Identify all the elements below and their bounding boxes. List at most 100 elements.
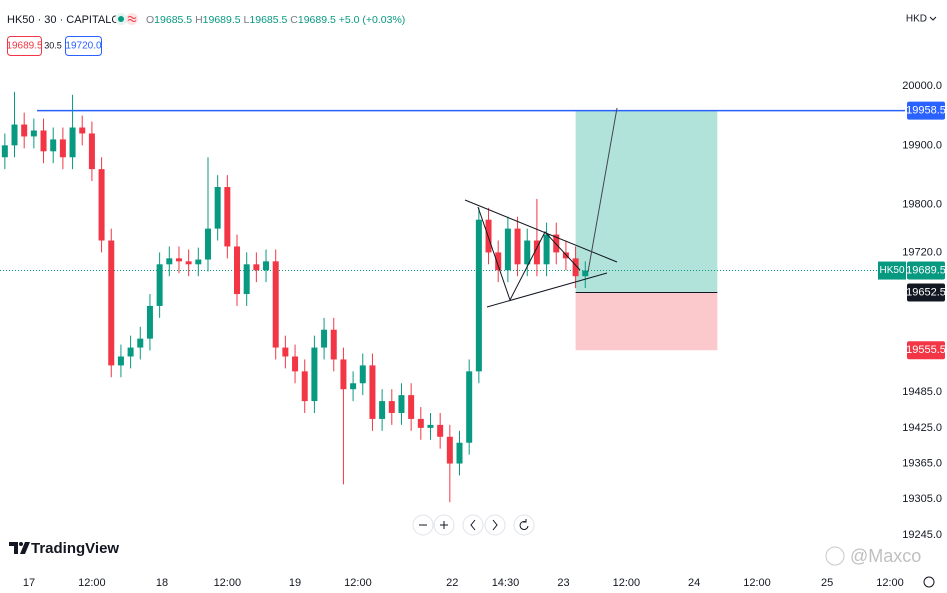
ohlc-value: 19685.5 xyxy=(154,14,192,26)
ohlc-key: L xyxy=(244,14,250,26)
candle-body xyxy=(485,219,492,253)
candle-body xyxy=(117,356,124,366)
x-tick-label: 12:00 xyxy=(214,577,242,589)
candle-body xyxy=(495,252,502,271)
arrow-line xyxy=(587,107,618,273)
candle-body xyxy=(437,424,444,437)
candle-body xyxy=(524,240,531,265)
header: HK50 · 30 · CAPITALCOM O19685.5 H19689.5… xyxy=(6,13,937,56)
candle-body xyxy=(408,395,415,419)
candle-body xyxy=(146,305,153,339)
scroll-right[interactable] xyxy=(484,514,506,536)
candle-body xyxy=(234,246,241,295)
reset[interactable] xyxy=(513,514,535,536)
reset-icon xyxy=(519,519,529,530)
candle-body xyxy=(369,365,376,419)
symbol-tag-box xyxy=(878,261,906,280)
candle-body xyxy=(311,347,318,402)
price-label: 19555.5 xyxy=(906,344,946,356)
x-tick-label: 14:30 xyxy=(492,577,520,589)
x-tick-label: 18 xyxy=(156,577,168,589)
x-tick-label: 17 xyxy=(23,577,35,589)
candle-body xyxy=(301,371,308,402)
y-tick-label: 19365.0 xyxy=(902,457,942,469)
trend-line xyxy=(486,272,608,308)
candle-body xyxy=(127,347,134,357)
ohlc-value: 19689.5 xyxy=(298,14,336,26)
watermark-icon xyxy=(825,546,845,566)
candle-body xyxy=(292,356,299,372)
scroll-left[interactable] xyxy=(462,514,484,536)
candle-body xyxy=(514,228,521,265)
symbol-tag: HK50 xyxy=(879,265,904,276)
x-tick-label: 22 xyxy=(446,577,458,589)
candle-body xyxy=(156,264,163,306)
candle-body xyxy=(582,270,589,277)
candle-body xyxy=(185,261,192,265)
triangle-drawing xyxy=(464,107,618,308)
sell-button[interactable] xyxy=(7,36,42,56)
candle-body xyxy=(11,124,18,146)
zigzag xyxy=(477,206,581,302)
candle-body xyxy=(1,145,8,158)
candle-body xyxy=(379,401,386,419)
candle-body xyxy=(543,234,550,265)
x-tick-label: 12:00 xyxy=(876,577,904,589)
zoom-in-icon xyxy=(440,521,448,529)
stop-zone xyxy=(575,292,718,351)
candle-body xyxy=(359,365,366,384)
price-label-box xyxy=(907,283,945,302)
x-tick-label: 24 xyxy=(688,577,700,589)
y-tick-label: 20000.0 xyxy=(902,80,942,92)
candle-body xyxy=(475,219,482,372)
y-tick-label: 19900.0 xyxy=(902,139,942,151)
candle-body xyxy=(466,371,473,443)
price-label: 19689.5 xyxy=(906,264,946,276)
candle-body xyxy=(50,139,57,152)
ohlc-key: C xyxy=(290,14,298,26)
candle-body xyxy=(224,186,231,247)
ohlc: O19685.5 H19689.5 L19685.5 C19689.5 +5.0… xyxy=(146,14,405,26)
market-dot xyxy=(118,16,124,22)
sell-price[interactable]: 19689.5 xyxy=(6,41,43,52)
currency-caret[interactable] xyxy=(929,16,937,21)
candle-body xyxy=(282,347,289,357)
candle-body xyxy=(108,240,115,366)
candle-body xyxy=(340,359,347,390)
y-tick-label: 19485.0 xyxy=(902,386,942,398)
candle-body xyxy=(427,424,434,428)
candle-body xyxy=(263,261,270,271)
candle-body xyxy=(59,139,66,158)
data-icon-wave xyxy=(127,16,137,22)
candle-body xyxy=(388,401,395,413)
candle-body xyxy=(166,258,173,265)
candle-body xyxy=(30,130,37,137)
candle-body xyxy=(417,418,424,428)
y-tick-label: 19305.0 xyxy=(902,493,942,505)
scroll-right-icon xyxy=(492,519,498,531)
price-label: 19652.5 xyxy=(906,286,946,298)
currency[interactable]: HKD xyxy=(906,14,927,25)
price-label-box xyxy=(907,341,945,360)
scroll-left-icon xyxy=(470,519,476,531)
x-tick-label: 23 xyxy=(557,577,569,589)
y-tick-label: 19425.0 xyxy=(902,422,942,434)
candle-body xyxy=(504,228,511,271)
y-tick-label: 19800.0 xyxy=(902,199,942,211)
nav-buttons xyxy=(412,514,535,536)
change: +5.0 (+0.03%) xyxy=(339,14,406,26)
candle-body xyxy=(272,261,279,348)
candle-body xyxy=(398,395,405,413)
logo-dot xyxy=(19,542,23,546)
spread: 30.5 xyxy=(44,40,62,50)
candle-body xyxy=(21,124,28,137)
buy-button[interactable] xyxy=(65,36,102,56)
y-tick-label: 19245.0 xyxy=(902,529,942,541)
price-label-box xyxy=(907,101,945,120)
settings[interactable] xyxy=(923,576,935,588)
buy-price[interactable]: 19720.0 xyxy=(65,41,102,52)
symbol: HK50 · 30 · CAPITALCOM xyxy=(7,14,137,26)
